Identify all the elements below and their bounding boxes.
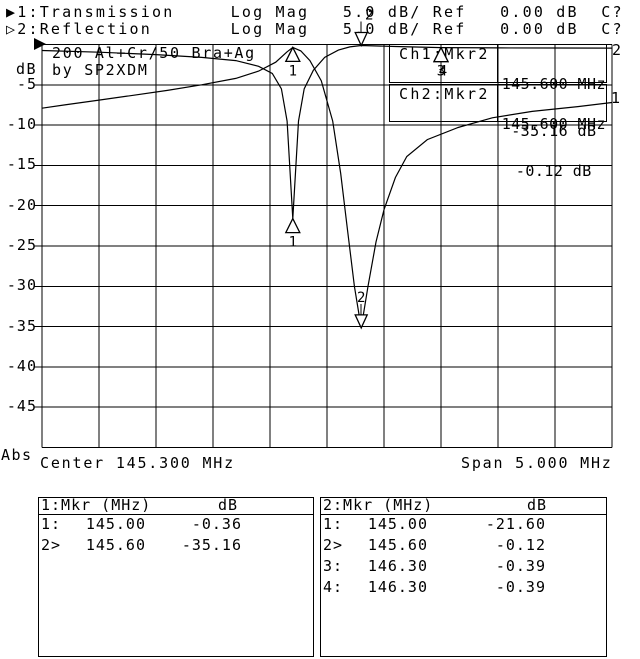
- marker-frequency: 146.30: [367, 557, 428, 575]
- marker-table-trace1-header-unit: dB: [217, 496, 238, 514]
- marker-table-row: 3: 146.30 -0.39: [321, 557, 606, 578]
- y-tick-label: -35: [6, 316, 37, 335]
- marker-table-trace1-rows: 1: 145.00 -0.36 2> 145.60 -35.16: [39, 515, 313, 557]
- marker-table-row: 4: 146.30 -0.39: [321, 578, 606, 599]
- marker-table-trace2-header-title: 2:Mkr (MHz): [323, 496, 434, 514]
- marker-value: -35.16: [181, 536, 242, 554]
- y-axis-unit-label: dB: [15, 60, 37, 78]
- marker-frequency: 145.00: [85, 515, 146, 533]
- marker-number: 3:: [323, 557, 344, 575]
- reference-position-indicator-icon: [34, 38, 46, 50]
- marker-value: -0.39: [495, 557, 546, 575]
- marker-table-trace1-header-title: 1:Mkr (MHz): [41, 496, 152, 514]
- y-tick-label: -10: [6, 115, 37, 134]
- marker-table-trace2-rows: 1: 145.00 -21.60 2> 145.60 -0.12 3: 146.30 -0.39…: [321, 515, 606, 599]
- marker-table-row: 1: 145.00 -0.36: [39, 515, 313, 536]
- marker-number: 2>: [323, 536, 344, 554]
- annotation-author: by SP2XDM: [52, 61, 149, 79]
- marker-number: 1:: [323, 515, 344, 533]
- marker-value: -0.12: [495, 536, 546, 554]
- marker-number-label: 1: [289, 235, 297, 251]
- y-axis-abs-label: Abs: [1, 446, 33, 464]
- marker-number: 4:: [323, 578, 344, 596]
- marker-frequency: 145.60: [85, 536, 146, 554]
- reflection-trace-number-label: 2: [612, 41, 622, 59]
- ch1-readout-label: Ch1:Mkr2: [390, 45, 498, 82]
- marker-table-row: 2> 145.60 -35.16: [39, 536, 313, 557]
- marker-table-trace1-header: 1:Mkr (MHz) dB: [39, 498, 313, 515]
- trace2-status-line: ▷2:Reflection Log Mag 5.0 dB/ Ref 0.00 d…: [6, 22, 624, 37]
- y-tick-label: -5: [16, 74, 37, 93]
- annotation-title: 200 Al+Cr/50 Bra+Ag: [52, 44, 256, 62]
- trace2-inactive-indicator-icon: ▷: [6, 20, 18, 38]
- trace2-status-text: 2:Reflection Log Mag 5.0 dB/ Ref 0.00 dB…: [17, 20, 624, 38]
- ch1-marker-readout-box: Ch1:Mkr2 145.600 MHz -35.16 dB: [389, 44, 607, 139]
- marker-value: -21.60: [485, 515, 546, 533]
- marker-2-trace1-icon: [354, 314, 369, 330]
- marker-number: 1:: [41, 515, 62, 533]
- y-tick-label: -45: [6, 397, 37, 416]
- ch2-marker-readout-box: Ch2:Mkr2 145.600 MHz -0.12 dB: [389, 84, 607, 179]
- trace1-status-line: ▶1:Transmission Log Mag 5.0 dB/ Ref 0.00…: [6, 5, 624, 20]
- marker-table-trace2-header: 2:Mkr (MHz) dB: [321, 498, 606, 515]
- marker-table-row: 2> 145.60 -0.12: [321, 536, 606, 557]
- marker-frequency: 145.60: [367, 536, 428, 554]
- marker-number: 2>: [41, 536, 62, 554]
- y-tick-label: -25: [6, 236, 37, 254]
- transmission-trace-number-label: 1: [611, 89, 621, 107]
- marker-frequency: 146.30: [367, 578, 428, 596]
- marker-table-trace2: 2:Mkr (MHz) dB 1: 145.00 -21.60 2> 145.60 -0.1…: [320, 497, 607, 657]
- marker-value: -0.36: [191, 515, 242, 533]
- marker-1-trace1-icon: [284, 45, 301, 63]
- y-tick-label: -30: [6, 276, 37, 295]
- y-tick-label: -40: [6, 356, 37, 375]
- marker-table-trace2-header-unit: dB: [526, 496, 547, 514]
- center-frequency-label: Center 145.300 MHz: [40, 454, 235, 472]
- marker-table-trace1: 1:Mkr (MHz) dB 1: 145.00 -0.36 2> 145.60 -35.1…: [38, 497, 314, 657]
- ch2-readout-value: -0.12 dB: [515, 162, 592, 180]
- marker-table-row: 1: 145.00 -21.60: [321, 515, 606, 536]
- ch2-readout-label: Ch2:Mkr2: [390, 85, 498, 121]
- trace1-active-indicator-icon: ▶: [6, 3, 18, 21]
- marker-1-trace2-icon: [284, 217, 301, 234]
- marker-value: -0.39: [495, 578, 546, 596]
- trace1-status-text: 1:Transmission Log Mag 5.0 dB/ Ref 0.00 …: [17, 3, 624, 21]
- y-tick-label: -20: [6, 195, 37, 214]
- span-frequency-label: Span 5.000 MHz: [461, 454, 613, 472]
- ch2-readout-frequency: 145.600 MHz: [501, 115, 606, 133]
- marker-number-label: 2: [357, 290, 365, 306]
- marker-frequency: 145.00: [367, 515, 428, 533]
- marker-number-label: 1: [289, 63, 297, 79]
- y-tick-label: -15: [6, 155, 37, 174]
